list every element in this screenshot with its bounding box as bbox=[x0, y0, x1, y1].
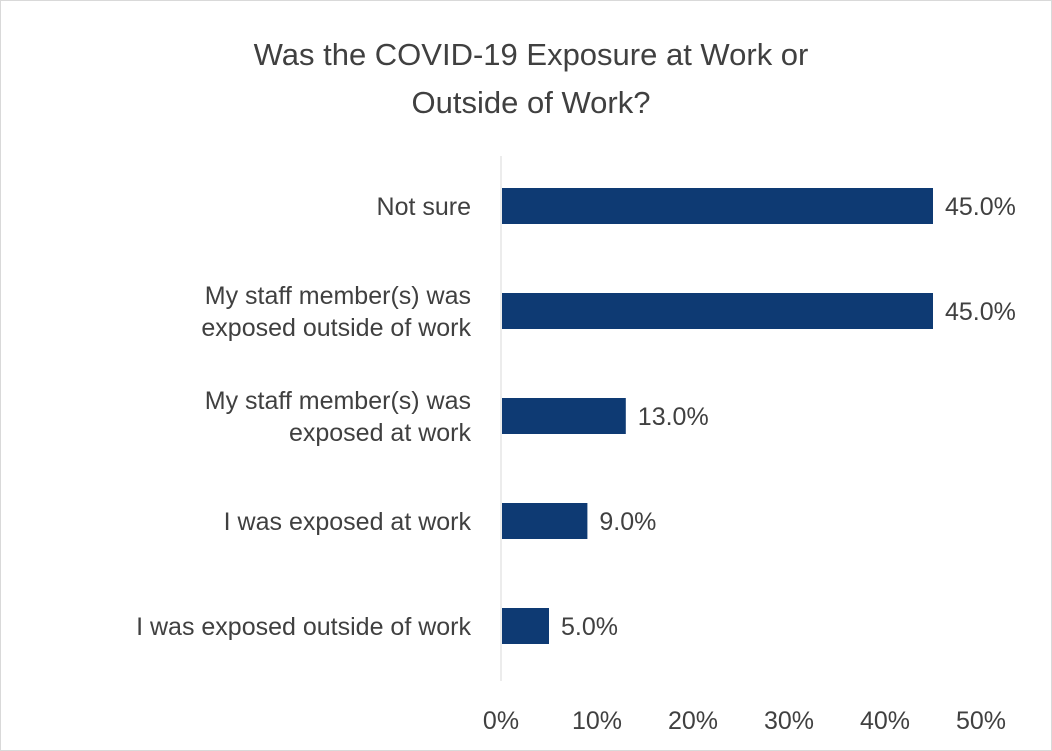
chart-title: Was the COVID-19 Exposure at Work or Outs… bbox=[254, 37, 809, 120]
category-label-5: I was exposed outside of work bbox=[136, 613, 471, 641]
bar-4 bbox=[502, 503, 588, 539]
category-label-3-line-2: exposed at work bbox=[289, 419, 472, 447]
category-label-1: Not sure bbox=[377, 193, 471, 221]
bar-5 bbox=[502, 608, 549, 644]
x-tick-label-10pct: 10% bbox=[572, 707, 622, 735]
chart-title-line-1: Was the COVID-19 Exposure at Work or bbox=[254, 37, 809, 72]
bars bbox=[502, 188, 933, 644]
x-tick-label-30pct: 30% bbox=[764, 707, 814, 735]
bar-1 bbox=[502, 188, 933, 224]
data-label-3: 13.0% bbox=[638, 403, 709, 431]
x-tick-label-20pct: 20% bbox=[668, 707, 718, 735]
x-axis-tick-labels: 0% 10% 20% 30% 40% 50% bbox=[483, 707, 1006, 735]
category-labels: Not sure My staff member(s) was exposed ou… bbox=[136, 193, 471, 641]
data-label-1: 45.0% bbox=[945, 193, 1016, 221]
x-tick-label-40pct: 40% bbox=[860, 707, 910, 735]
x-tick-label-50pct: 50% bbox=[956, 707, 1006, 735]
category-label-3-line-1: My staff member(s) was bbox=[205, 387, 471, 415]
bar-3 bbox=[502, 398, 626, 434]
chart-title-line-2: Outside of Work? bbox=[412, 85, 651, 120]
bar-2 bbox=[502, 293, 933, 329]
data-labels: 45.0% 45.0% 13.0% 9.0% 5.0% bbox=[561, 193, 1016, 641]
data-label-4: 9.0% bbox=[599, 508, 656, 536]
data-label-5: 5.0% bbox=[561, 613, 618, 641]
x-tick-label-0pct: 0% bbox=[483, 707, 519, 735]
category-label-2-line-1: My staff member(s) was bbox=[205, 282, 471, 310]
data-label-2: 45.0% bbox=[945, 298, 1016, 326]
category-label-4: I was exposed at work bbox=[224, 508, 472, 536]
category-label-2-line-2: exposed outside of work bbox=[201, 314, 471, 342]
